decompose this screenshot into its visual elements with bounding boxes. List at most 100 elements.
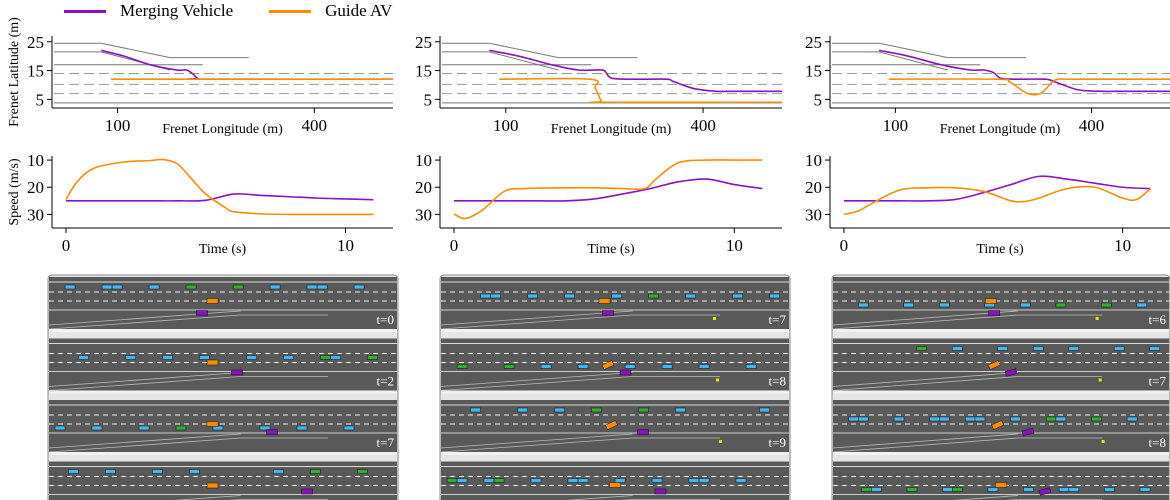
background-car [861, 487, 872, 492]
legend-label-guide: Guide AV [325, 1, 393, 20]
background-car [942, 487, 953, 492]
y-tick-label: 30 [805, 205, 822, 224]
background-car [343, 425, 355, 431]
time-label: t=6 [1149, 312, 1167, 327]
ramp-edge [878, 51, 948, 71]
y-tick-label: 25 [27, 33, 44, 52]
background-car [269, 284, 281, 290]
speed-chart-middle: 10 20 30 0 10 Time (s) [415, 151, 782, 257]
background-car [916, 346, 927, 351]
road-surface [833, 400, 1169, 454]
time-label: t=2 [377, 374, 394, 389]
x-tick-label: 100 [883, 116, 909, 135]
y-tick-label: 15 [415, 62, 432, 81]
background-car [661, 364, 673, 369]
background-car [577, 478, 589, 483]
snapshot-strip: t=9 [440, 400, 789, 455]
background-car [367, 355, 378, 360]
road-surface [441, 400, 789, 454]
snapshot-strip: t=7 [832, 338, 1169, 394]
background-car [296, 425, 308, 431]
guide-av-line [888, 78, 1170, 96]
background-car [273, 469, 284, 474]
x-tick-label: 0 [450, 236, 459, 255]
ramp-line [832, 376, 1018, 391]
time-label: t=7 [377, 435, 395, 450]
goal-marker [1101, 440, 1105, 443]
ramp-line [48, 372, 241, 387]
ramp-line [832, 437, 1018, 453]
guide-av-car [605, 420, 618, 430]
background-car [611, 293, 622, 299]
guide-av-line [453, 159, 763, 220]
background-car [564, 293, 575, 299]
strip-separator [49, 390, 397, 394]
snapshot-panel-left: t=0 t=2 t=7 t=10 [47, 274, 399, 500]
ramp-line [440, 310, 633, 326]
background-car [624, 364, 636, 369]
ramp-edge [489, 42, 559, 59]
background-car [1068, 487, 1080, 492]
merging-vehicle-car [1038, 487, 1052, 496]
strip-separator [441, 329, 789, 332]
background-car [858, 302, 869, 308]
guide-av-line [843, 185, 1152, 216]
background-car [530, 478, 542, 483]
road-surface [49, 338, 397, 393]
guide-av-line [499, 77, 783, 104]
merging-vehicle-car [602, 310, 614, 316]
x-tick-label: 10 [1114, 236, 1131, 255]
guide-av-car [206, 298, 219, 304]
speed-chart-left: 10 20 30 0 10 Time (s) [27, 151, 393, 257]
time-label: t=9 [769, 435, 786, 450]
background-car [577, 364, 589, 369]
y-tick-label: 25 [805, 33, 822, 52]
road-surface [49, 461, 397, 500]
ramp-line [48, 314, 241, 330]
guide-av-car [206, 421, 219, 427]
speed-chart-right: 10 20 30 0 10 Time (s) [805, 151, 1170, 257]
goal-marker [716, 378, 719, 382]
strip-separator [833, 390, 1169, 394]
background-car [1023, 487, 1034, 492]
merging-vehicle-line [454, 178, 763, 202]
background-car [648, 293, 659, 299]
snapshot-strip: t=2 [48, 338, 397, 394]
guide-av-car [995, 482, 1007, 488]
road-surface [833, 277, 1169, 331]
background-car [259, 425, 271, 431]
guide-av-car [991, 420, 1004, 430]
road-surface [49, 277, 397, 331]
background-car [68, 469, 79, 474]
strip-separator [441, 390, 789, 394]
ramp-edge [489, 51, 559, 71]
background-car [246, 355, 257, 360]
background-car [685, 293, 696, 299]
ramp-line [832, 314, 1018, 330]
snapshot-strip: t=10 [49, 461, 397, 500]
snapshot-strip: t=6 [832, 277, 1169, 332]
background-car [199, 355, 210, 360]
background-car [929, 416, 940, 422]
background-car [614, 478, 626, 483]
background-car [987, 487, 999, 492]
background-car [480, 293, 491, 299]
strip-separator [441, 452, 789, 455]
x-tick-label: 10 [337, 236, 354, 255]
goal-marker [1095, 317, 1099, 320]
background-car [493, 478, 505, 483]
ramp-line [48, 310, 241, 326]
x-tick-label: 10 [726, 236, 743, 255]
x-axis-label: Time (s) [199, 242, 247, 257]
merging-vehicle-car [266, 429, 278, 435]
background-car [456, 364, 468, 369]
legend-swatch-guide [269, 9, 312, 13]
time-label: t=0 [377, 312, 394, 327]
snapshot-panel-right: t=6 t=7 t=8 t=9 [831, 274, 1170, 500]
background-car [310, 469, 321, 474]
strip-separator [49, 452, 397, 455]
background-car [906, 487, 918, 492]
background-car [527, 293, 538, 299]
background-car [769, 293, 780, 299]
